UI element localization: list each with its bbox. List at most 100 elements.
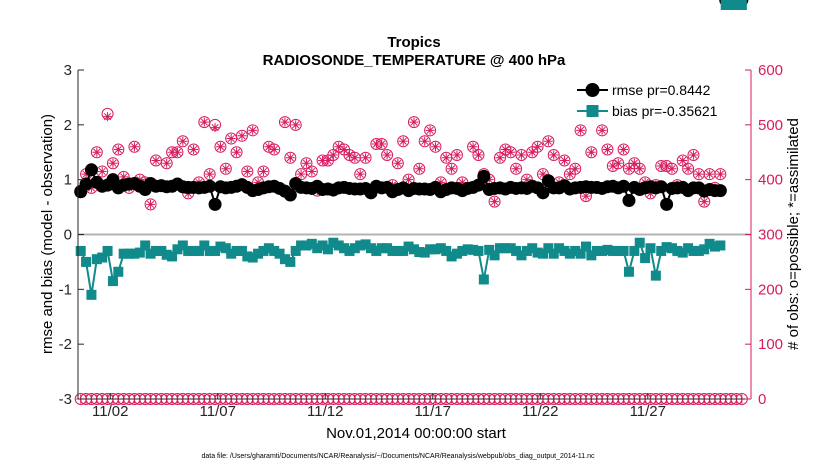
obs-possible-point bbox=[359, 151, 372, 164]
obs-possible-point bbox=[542, 135, 555, 148]
obs-assimilated-point bbox=[473, 150, 483, 160]
obs-assimilated-point bbox=[92, 147, 102, 157]
obs-possible-point bbox=[510, 162, 523, 175]
bias-point bbox=[494, 243, 505, 254]
bias-point bbox=[167, 251, 178, 262]
bias-point bbox=[591, 245, 602, 256]
obs-assimilated-point bbox=[280, 117, 290, 127]
obs-assimilated-point bbox=[678, 155, 688, 165]
y-tick-label: 3 bbox=[64, 62, 72, 79]
bias-point bbox=[285, 256, 296, 267]
bias-point bbox=[242, 251, 253, 262]
bias-point bbox=[505, 243, 516, 254]
obs-possible-point bbox=[531, 140, 544, 153]
y2-tick-label: 400 bbox=[758, 172, 783, 189]
obs-assimilated-point bbox=[490, 197, 500, 207]
bias-point bbox=[683, 243, 694, 254]
x-tick-label: 11/22 bbox=[522, 403, 558, 420]
obs-assimilated-point bbox=[414, 164, 424, 174]
bias-point bbox=[81, 256, 92, 267]
rmse-point bbox=[622, 194, 636, 208]
obs-assimilated-point bbox=[199, 117, 209, 127]
obs-assimilated-point bbox=[452, 150, 462, 160]
obs-assimilated-point bbox=[543, 136, 553, 146]
bias-point bbox=[645, 243, 656, 254]
bias-point bbox=[699, 244, 710, 255]
bias-point bbox=[392, 245, 403, 256]
obs-assimilated-point bbox=[430, 142, 440, 152]
bias-point bbox=[290, 245, 301, 256]
obs-assimilated-point bbox=[581, 191, 591, 201]
y-tick-label: 0 bbox=[64, 227, 72, 244]
obs-possible-point bbox=[230, 146, 243, 159]
rmse-point bbox=[536, 186, 550, 200]
obs-possible-point bbox=[601, 143, 614, 156]
bias-point bbox=[650, 270, 661, 281]
obs-assimilated-point bbox=[108, 158, 118, 168]
obs-assimilated-point bbox=[339, 145, 349, 155]
bias-point bbox=[607, 245, 618, 256]
obs-assimilated-point bbox=[409, 117, 419, 127]
obs-possible-point bbox=[300, 157, 313, 170]
bias-point bbox=[726, 0, 737, 10]
x-tick-label: 11/12 bbox=[307, 403, 343, 420]
bias-point bbox=[204, 245, 215, 256]
obs-assimilated-point bbox=[527, 147, 537, 157]
obs-possible-point bbox=[585, 146, 598, 159]
obs-assimilated-point bbox=[226, 134, 236, 144]
bias-point bbox=[210, 245, 221, 256]
obs-assimilated-point bbox=[613, 158, 623, 168]
bias-point bbox=[387, 245, 398, 256]
y2-tick-label: 300 bbox=[758, 227, 783, 244]
obs-assimilated-point bbox=[237, 131, 247, 141]
obs-assimilated-point bbox=[624, 164, 634, 174]
x-tick-label: 11/02 bbox=[92, 403, 128, 420]
chart-title: Tropics bbox=[387, 34, 440, 51]
x-axis-label: Nov.01,2014 00:00:00 start bbox=[326, 425, 507, 442]
obs-possible-point bbox=[617, 143, 630, 156]
obs-assimilated-point bbox=[404, 175, 414, 185]
bias-point bbox=[597, 245, 608, 256]
bias-point bbox=[715, 240, 726, 251]
obs-possible-point bbox=[493, 151, 506, 164]
bias-point bbox=[704, 238, 715, 249]
bias-point bbox=[199, 240, 210, 251]
obs-assimilated-point bbox=[119, 172, 129, 182]
bias-point bbox=[570, 245, 581, 256]
obs-possible-point bbox=[171, 146, 184, 159]
obs-assimilated-point bbox=[258, 166, 268, 176]
y-tick-label: -2 bbox=[59, 336, 72, 353]
bias-point bbox=[575, 248, 586, 259]
obs-assimilated-point bbox=[162, 158, 172, 168]
bias-point bbox=[156, 245, 167, 256]
obs-possible-point bbox=[391, 157, 404, 170]
rmse-point bbox=[617, 179, 631, 193]
bias-point bbox=[419, 247, 430, 258]
obs-possible-point bbox=[413, 162, 426, 175]
bias-point bbox=[709, 241, 720, 252]
bias-point bbox=[468, 244, 479, 255]
obs-possible-point bbox=[488, 195, 501, 208]
obs-possible-point bbox=[246, 124, 259, 137]
obs-possible-point bbox=[445, 162, 458, 175]
obs-assimilated-point bbox=[307, 166, 317, 176]
obs-assimilated-point bbox=[189, 145, 199, 155]
bias-point bbox=[451, 248, 462, 259]
obs-assimilated-point bbox=[500, 145, 510, 155]
obs-possible-point bbox=[268, 143, 281, 156]
obs-possible-point bbox=[257, 165, 270, 178]
bias-point bbox=[322, 244, 333, 255]
y2-tick-label: 0 bbox=[758, 391, 766, 408]
bias-point bbox=[435, 243, 446, 254]
obs-possible-point bbox=[305, 165, 318, 178]
obs-assimilated-point bbox=[420, 136, 430, 146]
obs-assimilated-point bbox=[242, 166, 252, 176]
bias-point bbox=[731, 0, 742, 10]
obs-possible-point bbox=[106, 157, 119, 170]
obs-possible-point bbox=[375, 138, 388, 151]
bias-point bbox=[666, 243, 677, 254]
obs-possible-point bbox=[665, 162, 678, 175]
bias-point bbox=[634, 237, 645, 248]
bias-point bbox=[339, 243, 350, 254]
